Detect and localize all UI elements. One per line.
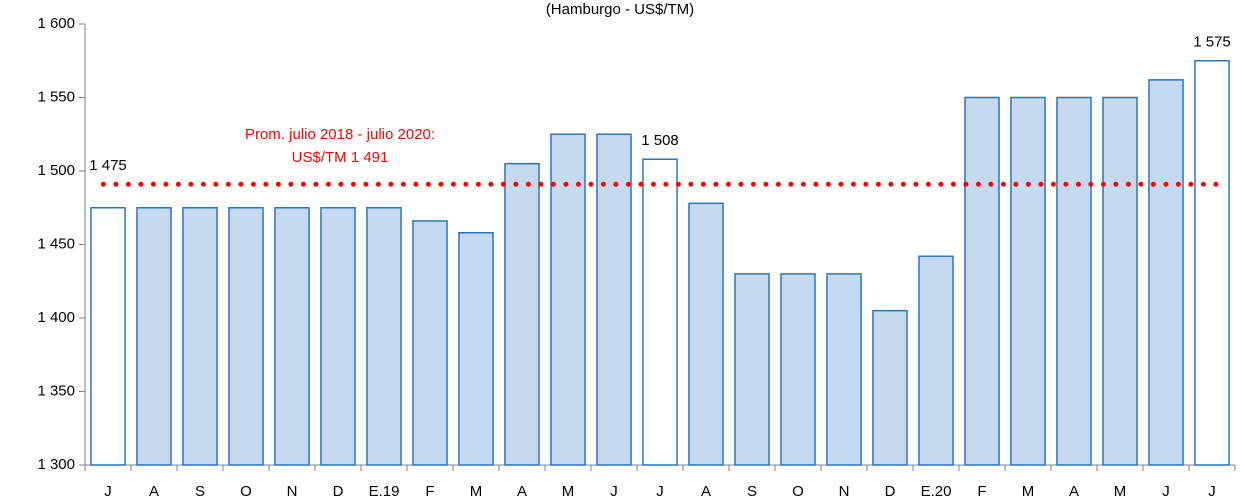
bar xyxy=(1148,79,1184,466)
bar xyxy=(412,220,448,466)
y-tick-label: 1 300 xyxy=(37,456,75,473)
x-tick-label: J xyxy=(104,483,112,500)
x-tick-label: E.19 xyxy=(369,483,400,500)
x-tick-label: M xyxy=(1022,483,1035,500)
bar xyxy=(826,273,862,466)
x-tick-label: D xyxy=(333,483,344,500)
x-tick-label: J xyxy=(1162,483,1170,500)
bar xyxy=(872,309,908,466)
bar xyxy=(1010,96,1046,466)
x-tick-label: O xyxy=(792,483,804,500)
x-tick-label: A xyxy=(149,483,159,500)
chart-title: (Hamburgo - US$/TM) xyxy=(546,1,694,18)
bar xyxy=(688,202,724,466)
bar xyxy=(274,207,310,466)
x-tick-label: S xyxy=(195,483,205,500)
value-label: 1 475 xyxy=(89,157,127,174)
x-tick-label: M xyxy=(1114,483,1127,500)
y-tick-label: 1 350 xyxy=(37,382,75,399)
bar xyxy=(1102,96,1138,466)
bar xyxy=(90,207,126,466)
x-tick-label: M xyxy=(470,483,483,500)
y-tick-label: 1 450 xyxy=(37,235,75,252)
y-tick-label: 1 600 xyxy=(37,15,75,32)
bar xyxy=(918,255,954,466)
bar xyxy=(458,231,494,466)
reference-label: US$/TM 1 491 xyxy=(292,149,389,166)
y-tick-label: 1 400 xyxy=(37,309,75,326)
x-tick-label: S xyxy=(747,483,757,500)
bar xyxy=(366,207,402,466)
value-label: 1 575 xyxy=(1193,34,1231,51)
bar xyxy=(550,133,586,466)
x-tick-label: J xyxy=(1208,483,1216,500)
y-tick-label: 1 500 xyxy=(37,162,75,179)
reference-label: Prom. julio 2018 - julio 2020: xyxy=(245,126,435,143)
y-tick-label: 1 550 xyxy=(37,88,75,105)
x-tick-label: N xyxy=(287,483,298,500)
bar xyxy=(1194,60,1230,466)
bar xyxy=(734,273,770,466)
bar xyxy=(504,162,540,466)
x-tick-label: J xyxy=(610,483,618,500)
value-label: 1 508 xyxy=(641,132,679,149)
x-tick-label: A xyxy=(1069,483,1079,500)
x-tick-label: M xyxy=(562,483,575,500)
x-tick-label: F xyxy=(425,483,434,500)
x-tick-label: A xyxy=(517,483,527,500)
x-tick-label: A xyxy=(701,483,711,500)
bar xyxy=(228,207,264,466)
bar xyxy=(780,273,816,466)
bar xyxy=(964,96,1000,466)
x-tick-label: E.20 xyxy=(921,483,952,500)
bar xyxy=(642,158,678,466)
bar xyxy=(182,207,218,466)
bar xyxy=(136,207,172,466)
bar xyxy=(1056,96,1092,466)
x-tick-label: N xyxy=(839,483,850,500)
x-tick-label: F xyxy=(977,483,986,500)
x-tick-label: O xyxy=(240,483,252,500)
bar xyxy=(320,207,356,466)
x-tick-label: D xyxy=(885,483,896,500)
x-tick-label: J xyxy=(656,483,664,500)
bar xyxy=(596,133,632,466)
